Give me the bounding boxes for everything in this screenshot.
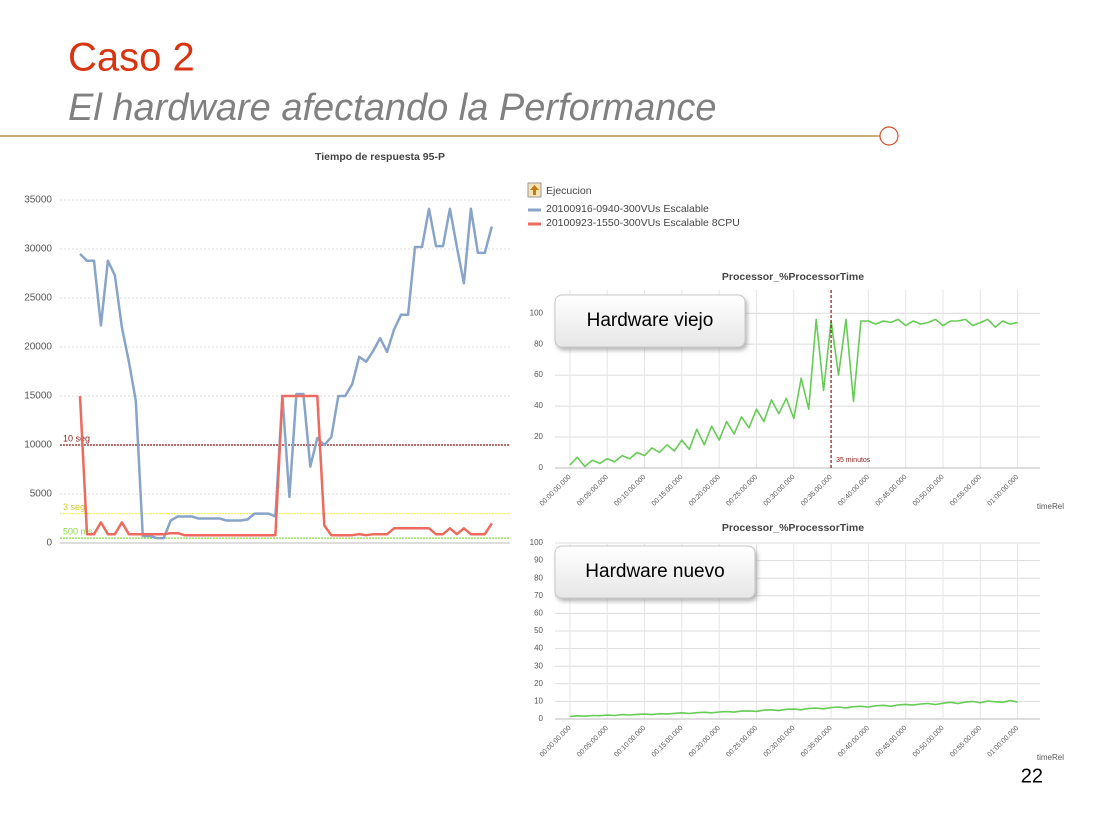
y-tick-label: 30: [534, 661, 543, 670]
y-tick-label: 60: [534, 609, 543, 618]
y-tick-label: 10: [534, 697, 543, 706]
y-tick-label: 60: [534, 370, 543, 379]
y-tick-label: 0: [539, 463, 544, 472]
chart-title: Processor_%ProcessorTime: [722, 271, 864, 283]
legend-icon-arrow: [530, 185, 539, 195]
x-tick-label: 00:35:00.000: [800, 725, 834, 759]
y-tick-label: 10000: [24, 440, 52, 451]
slide-subtitle: El hardware afectando la Performance: [68, 87, 716, 129]
y-tick-label: 40: [534, 401, 543, 410]
x-tick-label: 00:15:00.000: [651, 474, 685, 508]
callout-box: [554, 545, 756, 599]
series-line: [79, 207, 494, 540]
legend-title: Ejecucion: [546, 185, 592, 197]
y-tick-label: 35000: [24, 195, 52, 206]
y-tick-label: 5000: [30, 489, 53, 500]
x-tick-label: 00:00:00.000: [539, 725, 573, 759]
x-tick-label: 00:20:00.000: [688, 725, 722, 759]
x-axis-label: timeRel: [1037, 502, 1064, 511]
y-tick-label: 20000: [24, 342, 52, 353]
chart-title: Processor_%ProcessorTime: [722, 522, 864, 534]
x-tick-label: 00:45:00.000: [875, 474, 909, 508]
x-tick-label: 00:15:00.000: [651, 725, 685, 759]
y-tick-label: 80: [534, 339, 543, 348]
legend-label: 20100923-1550-300VUs Escalable 8CPU: [546, 217, 740, 229]
x-tick-label: 00:55:00.000: [949, 474, 983, 508]
x-tick-label: 00:10:00.000: [613, 725, 647, 759]
x-tick-label: 00:50:00.000: [912, 474, 946, 508]
x-tick-label: 00:25:00.000: [725, 474, 759, 508]
x-tick-label: 01:00:00.000: [986, 474, 1020, 508]
callout-box: [554, 294, 746, 348]
y-tick-label: 80: [534, 573, 543, 582]
legend-label: 20100916-0940-300VUs Escalable: [546, 203, 709, 215]
y-tick-label: 20: [534, 679, 543, 688]
y-tick-label: 100: [530, 538, 544, 547]
y-tick-label: 25000: [24, 293, 52, 304]
x-tick-label: 00:35:00.000: [800, 474, 834, 508]
y-tick-label: 0: [539, 714, 544, 723]
series-line: [569, 318, 1018, 468]
y-tick-label: 30000: [24, 244, 52, 255]
y-tick-label: 40: [534, 644, 543, 653]
reference-label: 3 seg: [63, 502, 85, 512]
x-tick-label: 00:20:00.000: [688, 474, 722, 508]
x-tick-label: 00:55:00.000: [949, 725, 983, 759]
x-tick-label: 01:00:00.000: [986, 725, 1020, 759]
x-tick-label: 00:30:00.000: [763, 474, 797, 508]
x-tick-label: 00:30:00.000: [763, 725, 797, 759]
series-line: [569, 699, 1018, 718]
marker-label: 35 minutos: [836, 457, 871, 464]
x-tick-label: 00:05:00.000: [576, 474, 610, 508]
x-tick-label: 00:25:00.000: [725, 725, 759, 759]
x-tick-label: 00:00:00.000: [539, 474, 573, 508]
x-axis-label: timeRel: [1037, 753, 1064, 762]
y-tick-label: 20: [534, 432, 543, 441]
y-tick-label: 50: [534, 626, 543, 635]
x-tick-label: 00:45:00.000: [875, 725, 909, 759]
x-tick-label: 00:40:00.000: [837, 725, 871, 759]
x-tick-label: 00:40:00.000: [837, 474, 871, 508]
chart-title: Tiempo de respuesta 95-P: [315, 151, 445, 163]
reference-label: 500 ms: [63, 526, 93, 536]
y-tick-label: 0: [46, 538, 52, 549]
divider-circle: [879, 126, 899, 146]
page-number: 22: [1021, 765, 1043, 787]
series-line: [78, 394, 493, 537]
x-tick-label: 00:50:00.000: [912, 725, 946, 759]
callout-text: Hardware viejo: [587, 310, 714, 331]
y-tick-label: 15000: [24, 391, 52, 402]
x-tick-label: 00:10:00.000: [613, 474, 647, 508]
reference-label: 10 seg: [63, 433, 90, 443]
y-tick-label: 70: [534, 591, 543, 600]
callout-text: Hardware nuevo: [585, 561, 724, 582]
x-tick-label: 00:05:00.000: [576, 725, 610, 759]
y-tick-label: 100: [530, 308, 544, 317]
y-tick-label: 90: [534, 556, 543, 565]
slide-title: Caso 2: [68, 36, 195, 80]
